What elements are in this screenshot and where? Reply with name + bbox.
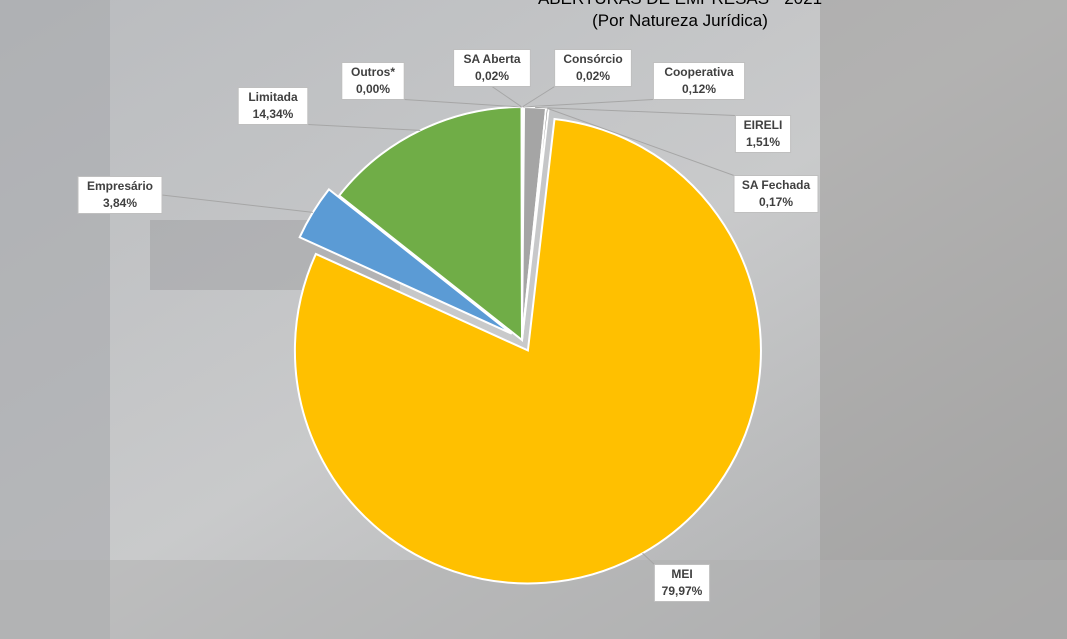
leader-line (547, 107, 735, 176)
label-name: SA Fechada (742, 178, 811, 192)
label-name: EIRELI (744, 118, 783, 132)
label-box (453, 49, 531, 87)
chart-title: ABERTURAS DE EMPRESAS - 2021 (538, 0, 822, 8)
leader-line (523, 99, 654, 108)
leader-line (307, 124, 421, 131)
leader-line (642, 552, 655, 565)
pie (293, 105, 762, 585)
data-labels: Consórcio 0,02% Cooperativa 0,12% EIRELI 1,51… (77, 49, 819, 602)
label-box (554, 49, 632, 87)
label-name: MEI (671, 567, 692, 581)
leader-line (535, 106, 736, 116)
label-name: Cooperativa (664, 65, 734, 79)
label-name: Limitada (248, 90, 298, 104)
label-box (653, 564, 711, 602)
background-building (0, 0, 110, 639)
label-value: 3,84% (103, 196, 137, 210)
label-box (77, 176, 163, 214)
label-box (237, 87, 309, 125)
label-name: SA Aberta (463, 52, 520, 66)
label-box (734, 115, 792, 153)
chart-subtitle: (Por Natureza Jurídica) (592, 11, 768, 30)
leader-line (521, 86, 555, 108)
leader-line (161, 194, 313, 213)
label-value: 14,34% (253, 107, 294, 121)
pie-slice (298, 187, 513, 335)
background-building (820, 0, 1067, 639)
label-name: Empresário (87, 179, 153, 193)
label-name: Outros* (351, 65, 395, 79)
label-value: 79,97% (662, 584, 703, 598)
label-value: 1,51% (746, 135, 780, 149)
pie-slice (337, 105, 524, 343)
label-value: 0,02% (576, 69, 610, 83)
leader-line (491, 86, 523, 108)
label-box (341, 62, 405, 100)
label-box (733, 175, 819, 213)
label-value: 0,02% (475, 69, 509, 83)
label-value: 0,17% (759, 195, 793, 209)
label-value: 0,00% (356, 82, 390, 96)
label-name: Consórcio (563, 52, 622, 66)
label-value: 0,12% (682, 82, 716, 96)
pie-slice (293, 117, 762, 585)
label-box (652, 62, 746, 100)
leader-line (404, 99, 522, 108)
